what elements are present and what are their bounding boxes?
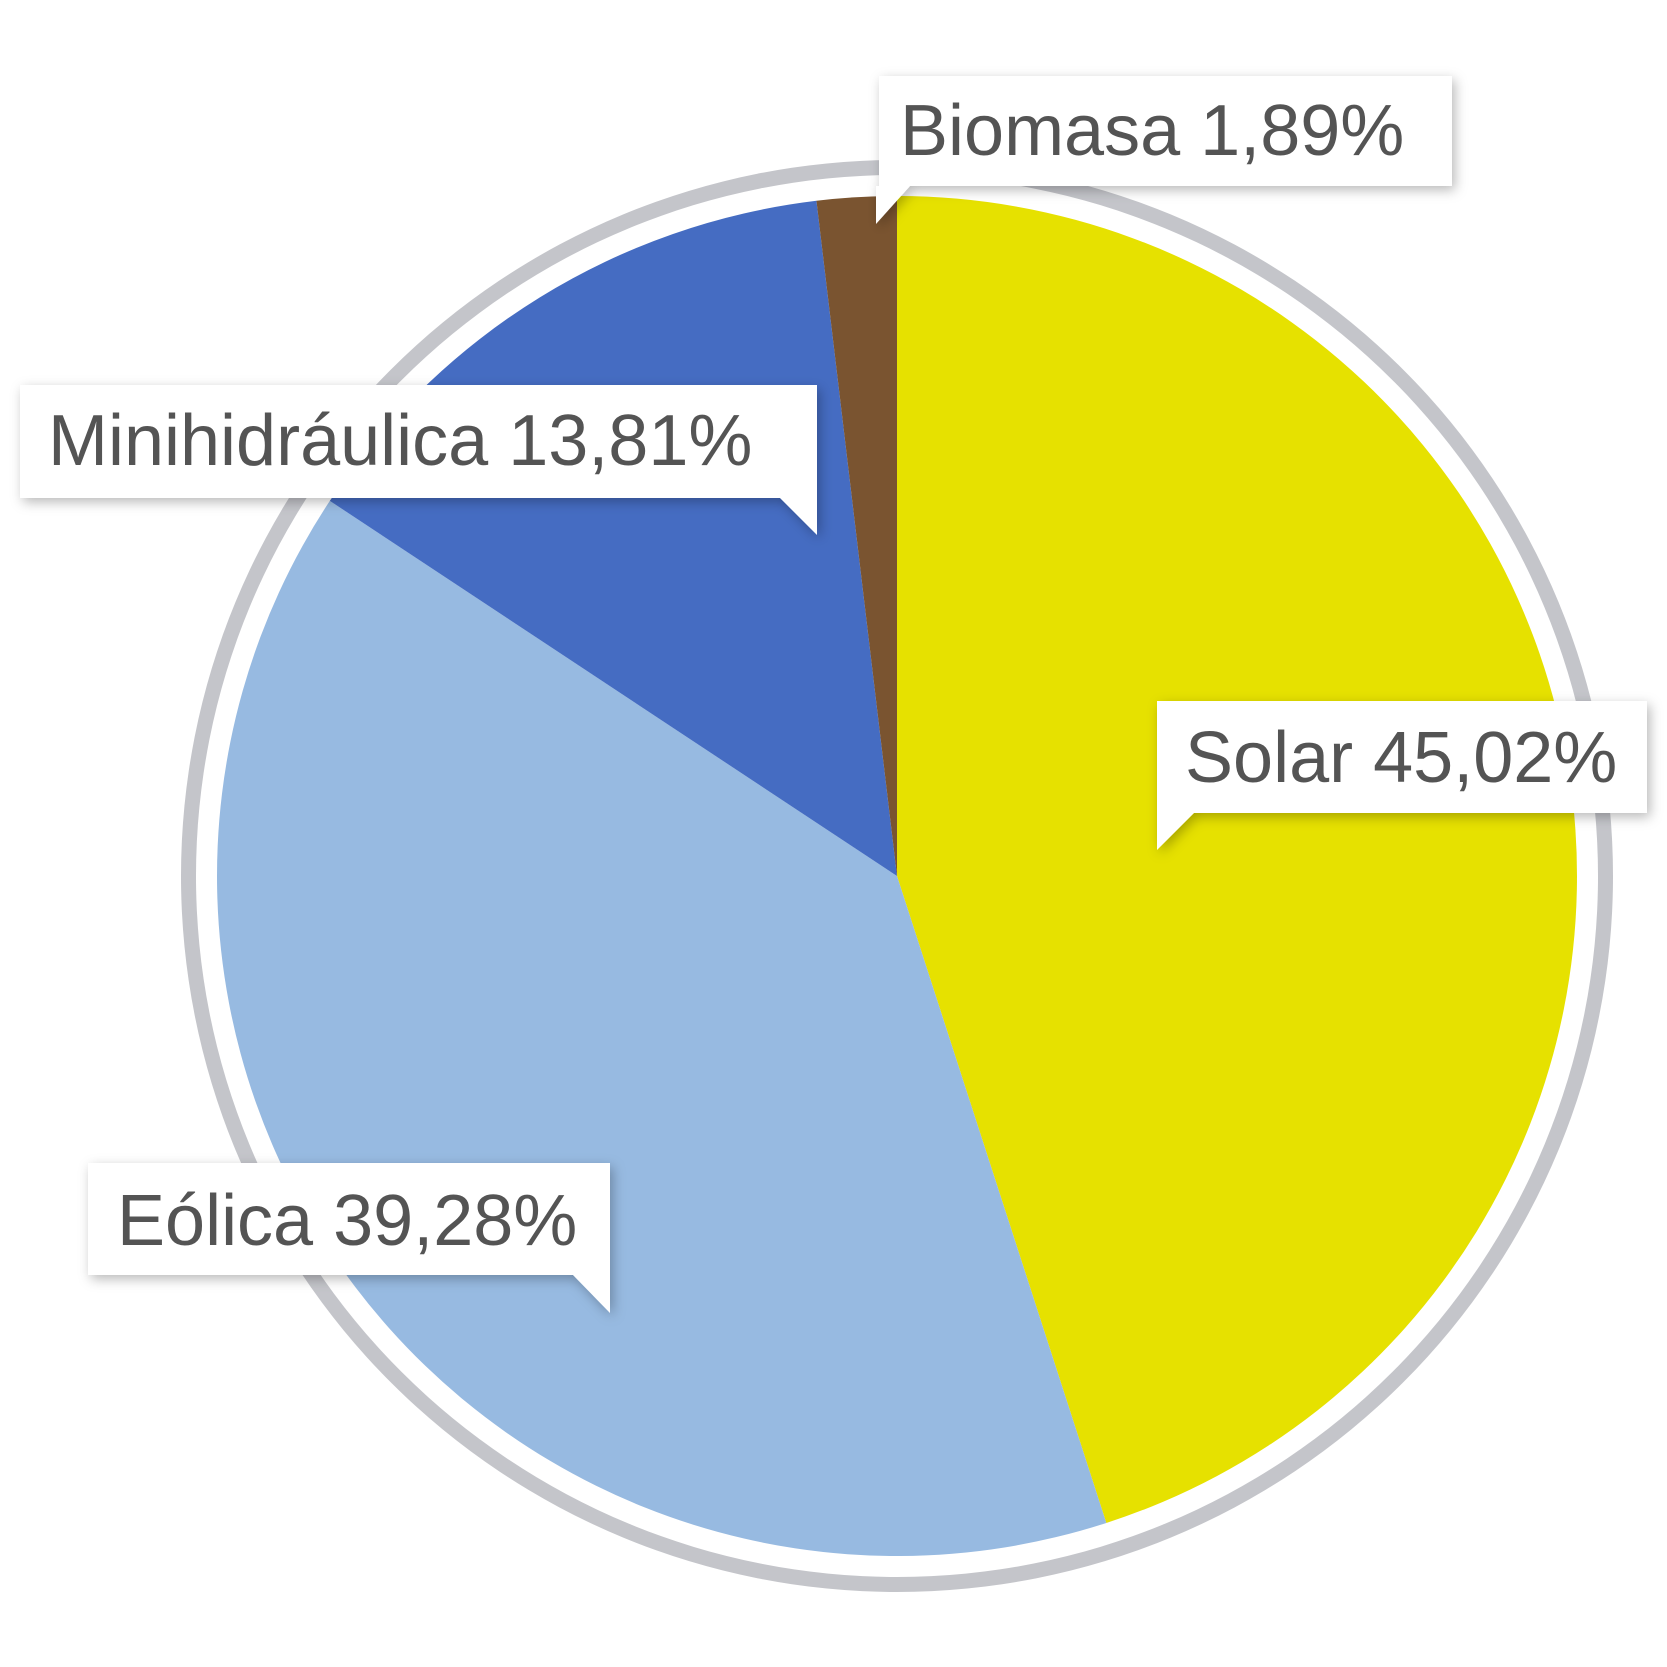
slice-biomasa bbox=[816, 196, 897, 876]
data-label-biomasa: Biomasa 1,89% bbox=[900, 91, 1404, 171]
callout-box-minihidraulica bbox=[20, 385, 817, 535]
callout-box-solar bbox=[1157, 701, 1647, 850]
callout-eolica bbox=[88, 1163, 610, 1313]
data-label-solar: Solar 45,02% bbox=[1185, 718, 1617, 798]
callout-minihidraulica bbox=[20, 385, 817, 535]
slice-solar bbox=[897, 196, 1577, 1523]
pie-slices bbox=[217, 196, 1577, 1556]
data-label-eolica: Eólica 39,28% bbox=[117, 1181, 577, 1261]
callout-solar bbox=[1157, 701, 1647, 850]
data-label-minihidraulica: Minihidráulica 13,81% bbox=[48, 401, 752, 481]
slice-eolica bbox=[217, 500, 1107, 1556]
slice-minihidraulica bbox=[329, 200, 898, 877]
callout-biomasa bbox=[876, 76, 1452, 224]
callout-box-eolica bbox=[88, 1163, 610, 1313]
callout-box-biomasa bbox=[876, 76, 1452, 224]
